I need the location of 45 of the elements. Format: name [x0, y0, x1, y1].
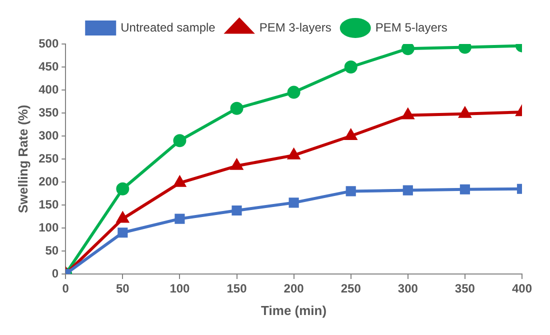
point: [345, 130, 357, 140]
point: [288, 148, 300, 160]
y-tick-label: 100: [38, 220, 59, 234]
point: [287, 86, 300, 99]
x-tick-label: 200: [284, 282, 304, 296]
point: [460, 184, 470, 194]
y-tick-label: 450: [38, 59, 59, 74]
point: [459, 107, 471, 118]
point: [402, 108, 414, 120]
x-tick-label: 100: [170, 282, 190, 296]
point: [230, 102, 244, 115]
point: [232, 205, 242, 216]
y-tick-label: 300: [38, 128, 59, 142]
point: [401, 44, 414, 56]
x-tick-label: 0: [62, 282, 70, 296]
y-tick-label: 500: [38, 36, 59, 50]
legend-label: PEM 5-layers: [375, 20, 448, 34]
y-tick-label: 200: [38, 174, 59, 188]
point: [174, 176, 186, 187]
y-tick-label: 50: [45, 243, 59, 258]
x-axis-title: Time (min): [261, 302, 327, 318]
point: [173, 134, 186, 148]
point: [116, 212, 128, 223]
y-tick-label: 400: [38, 82, 59, 96]
y-tick-label: 350: [38, 105, 59, 120]
legend-label: Untreated sample: [120, 20, 216, 34]
x-tick-label: 150: [226, 282, 248, 296]
point: [118, 228, 128, 238]
point: [230, 159, 243, 170]
y-tick-label: 0: [52, 266, 59, 280]
point: [344, 60, 358, 74]
x-tick-label: 400: [512, 282, 532, 296]
y-axis-title: Swelling Rate (%): [15, 104, 30, 214]
x-tick-label: 300: [398, 282, 418, 296]
point: [402, 185, 413, 196]
x-tick-label: 350: [454, 282, 476, 296]
point: [116, 182, 130, 196]
y-tick-label: 150: [38, 197, 59, 212]
point: [346, 186, 356, 196]
x-tick-label: 50: [116, 282, 130, 296]
legend-label: PEM 3-layers: [259, 20, 332, 34]
point: [288, 198, 299, 208]
point: [174, 214, 185, 224]
x-tick-label: 250: [340, 282, 362, 296]
y-tick-label: 250: [38, 151, 59, 166]
